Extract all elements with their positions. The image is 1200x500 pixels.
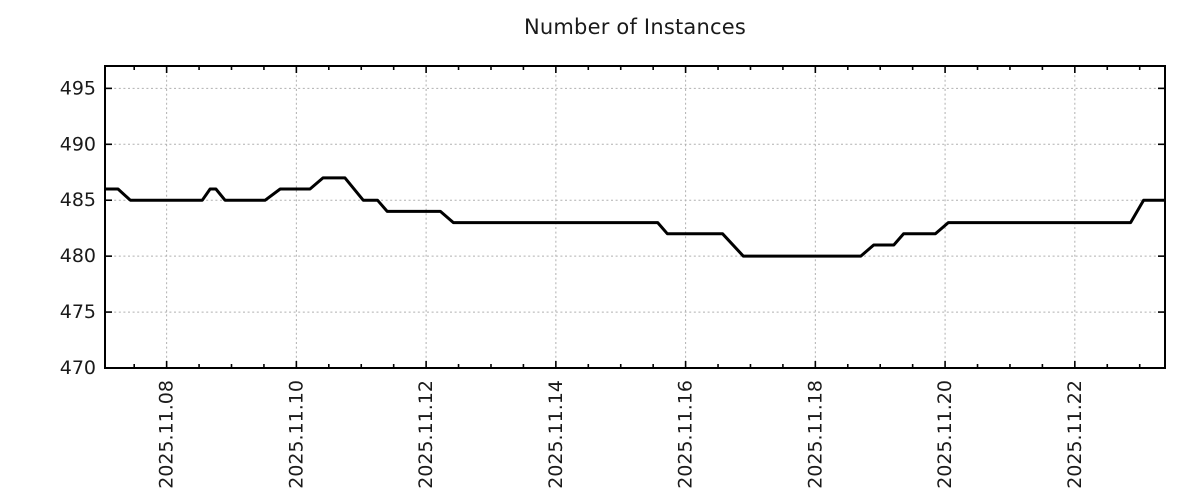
x-tick-label: 2025.11.14 — [545, 380, 567, 489]
y-tick-label: 480 — [60, 245, 96, 267]
y-tick-label: 475 — [60, 301, 96, 323]
x-tick-label: 2025.11.16 — [675, 380, 697, 489]
y-tick-label: 470 — [60, 357, 96, 379]
y-tick-label: 490 — [60, 133, 96, 155]
x-tick-label: 2025.11.18 — [804, 380, 826, 489]
x-tick-label: 2025.11.22 — [1064, 380, 1086, 489]
chart-title: Number of Instances — [523, 15, 746, 39]
y-tick-label: 485 — [60, 189, 96, 211]
x-tick-label: 2025.11.12 — [415, 380, 437, 489]
x-tick-label: 2025.11.08 — [156, 380, 178, 489]
y-tick-label: 495 — [60, 77, 96, 99]
plot-border — [104, 65, 1166, 369]
x-tick-label: 2025.11.10 — [285, 380, 307, 489]
x-tick-label: 2025.11.20 — [934, 380, 956, 489]
data-line-instances — [105, 176, 1165, 258]
